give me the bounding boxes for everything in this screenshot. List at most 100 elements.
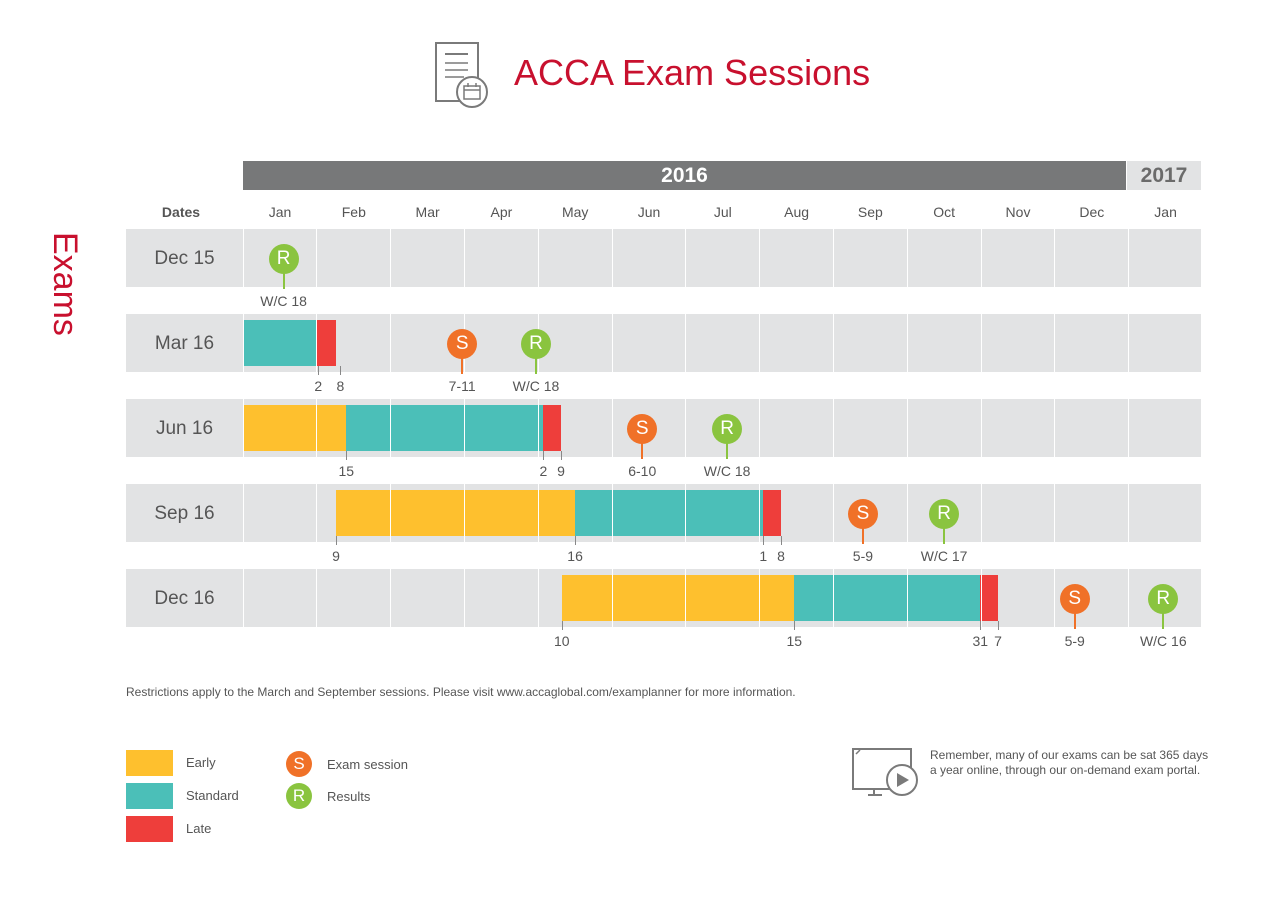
year-header-2016: 2016 <box>243 161 1126 190</box>
grid-line <box>906 314 908 372</box>
session-label: Jun 16 <box>155 418 214 439</box>
grid-line <box>316 314 318 372</box>
grid-line <box>832 569 834 627</box>
date-label: 2 <box>539 463 548 479</box>
legend-label-results: Results <box>327 789 371 804</box>
date-tick <box>794 621 796 630</box>
grid-line <box>390 569 392 627</box>
date-tick <box>763 536 765 545</box>
grid-line <box>1054 569 1056 627</box>
grid-line <box>390 314 392 372</box>
grid-line <box>463 229 465 287</box>
marker-stem <box>282 273 285 289</box>
date-tick <box>340 366 342 375</box>
phase-bar-early <box>561 575 795 621</box>
grid-line <box>906 399 908 457</box>
grid-line <box>832 314 834 372</box>
grid-line <box>611 484 613 542</box>
grid-line <box>759 229 761 287</box>
grid-line <box>759 314 761 372</box>
phase-bar-late <box>980 575 998 621</box>
year-header-2017: 2017 <box>1127 161 1201 190</box>
date-tick <box>980 621 982 630</box>
marker-date-label: 5-9 <box>1064 633 1085 649</box>
grid-line <box>980 569 982 627</box>
grid-line <box>1128 569 1130 627</box>
marker-stem <box>1162 613 1165 629</box>
month-label-jan: Jan <box>268 204 292 220</box>
grid-line <box>537 229 539 287</box>
exam-session-marker: S <box>1059 584 1090 614</box>
grid-line <box>1201 399 1203 457</box>
results-marker: R <box>268 244 299 274</box>
grid-line <box>611 229 613 287</box>
grid-line <box>980 484 982 542</box>
marker-date-label: W/C 16 <box>1139 633 1187 649</box>
grid-line <box>1054 399 1056 457</box>
month-label-jun: Jun <box>637 204 661 220</box>
marker-stem <box>726 443 729 459</box>
exam-session-marker: S <box>847 499 878 529</box>
marker-date-label: 6-10 <box>628 463 657 479</box>
marker-stem <box>861 528 864 544</box>
results-marker: R <box>520 329 551 359</box>
date-label: 1 <box>759 548 768 564</box>
legend-swatch-standard <box>126 783 173 809</box>
legend-label-late: Late <box>186 821 212 836</box>
grid-line <box>759 569 761 627</box>
grid-line <box>1201 569 1203 627</box>
month-label-mar: Mar <box>415 204 440 220</box>
grid-line <box>980 314 982 372</box>
side-label-exams: Exams <box>46 232 84 336</box>
marker-stem <box>1073 613 1076 629</box>
grid-line <box>906 229 908 287</box>
grid-line <box>390 484 392 542</box>
exam-session-marker: S <box>627 414 658 444</box>
date-tick <box>781 536 782 545</box>
date-label: 8 <box>336 378 345 394</box>
document-calendar-icon <box>435 42 488 108</box>
grid-line <box>1054 484 1056 542</box>
date-label: 7 <box>994 633 1002 649</box>
legend-results-marker: R <box>286 783 312 809</box>
date-label: 15 <box>338 463 355 479</box>
grid-line <box>242 399 244 457</box>
date-label: 15 <box>786 633 803 649</box>
grid-line <box>463 484 465 542</box>
phase-bar-standard <box>794 575 981 621</box>
grid-line <box>1201 484 1203 542</box>
grid-line <box>832 229 834 287</box>
grid-line <box>832 399 834 457</box>
phase-bar-early <box>243 405 347 451</box>
grid-line <box>242 569 244 627</box>
marker-stem <box>943 528 946 544</box>
dates-header: Dates <box>161 204 201 220</box>
date-label: 8 <box>777 548 785 564</box>
phase-bar-standard <box>243 320 317 366</box>
month-label-nov: Nov <box>1005 204 1031 220</box>
date-tick <box>561 451 563 460</box>
date-label: 9 <box>332 548 340 564</box>
phase-bar-standard <box>575 490 764 536</box>
marker-stem <box>461 358 464 374</box>
session-label: Dec 16 <box>154 588 215 609</box>
grid-line <box>980 229 982 287</box>
grid-line <box>906 484 908 542</box>
grid-line <box>390 399 392 457</box>
legend-swatch-early <box>126 750 173 776</box>
phase-bar-early <box>335 490 576 536</box>
exam-session-marker: S <box>447 329 478 359</box>
date-tick <box>575 536 577 545</box>
monitor-play-icon <box>852 748 918 796</box>
grid-line <box>611 399 613 457</box>
results-marker: R <box>1148 584 1179 614</box>
results-marker: R <box>929 499 960 529</box>
grid-line <box>316 399 318 457</box>
grid-line <box>685 569 687 627</box>
date-tick <box>561 621 563 630</box>
marker-date-label: 5-9 <box>852 548 874 564</box>
date-label: 16 <box>567 548 583 564</box>
grid-line <box>1128 399 1130 457</box>
month-label-feb: Feb <box>341 204 366 220</box>
grid-line <box>980 399 982 457</box>
